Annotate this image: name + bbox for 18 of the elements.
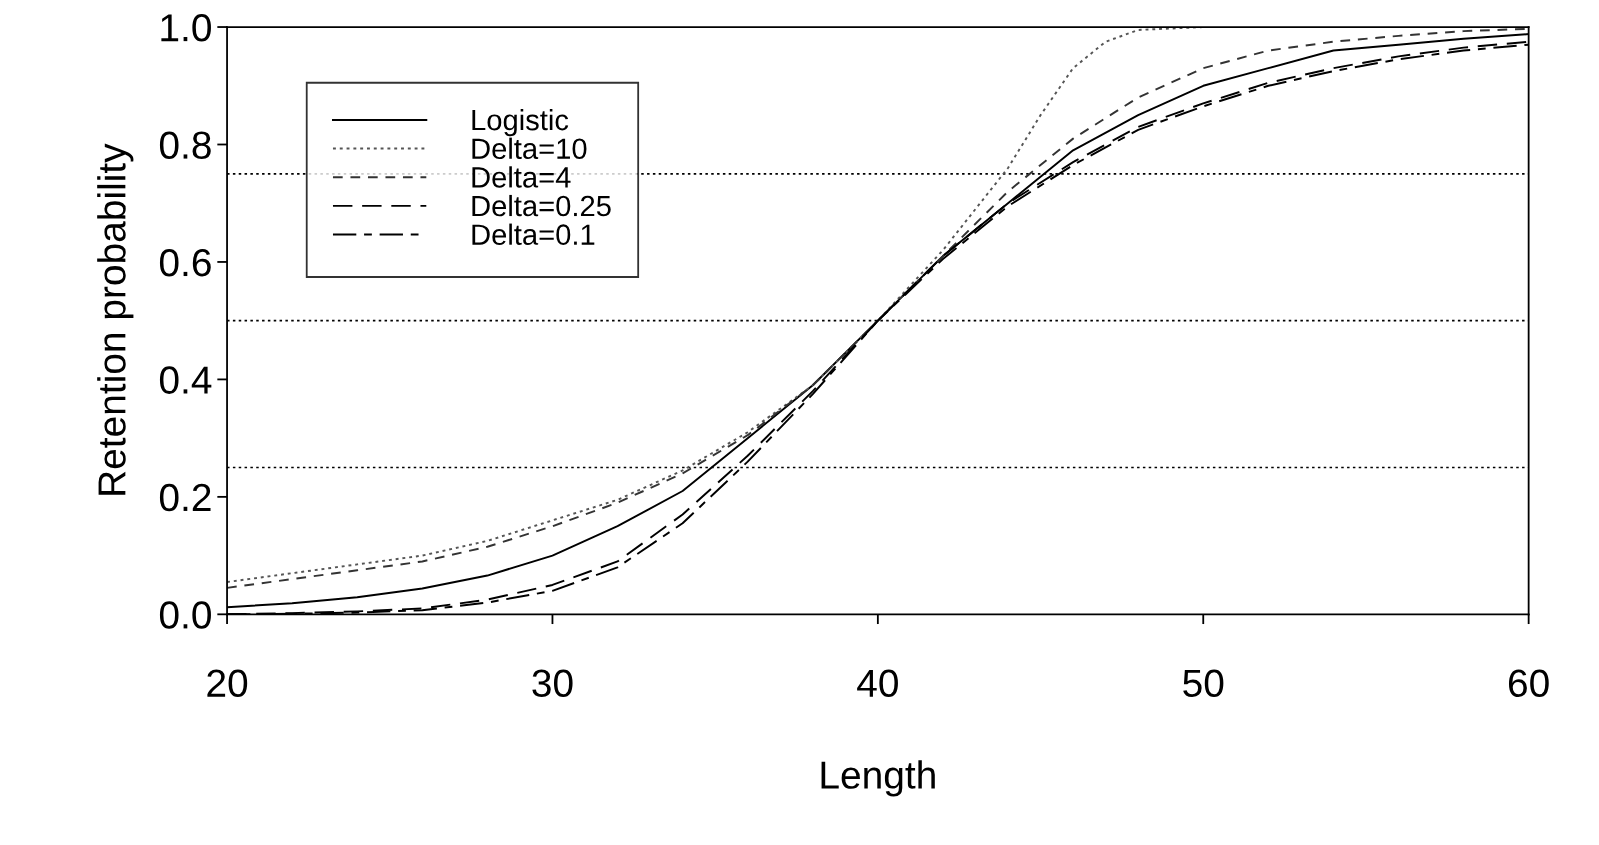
y-tick-label: 0.4 — [159, 366, 212, 394]
x-tick-label: 60 — [1508, 669, 1549, 698]
y-axis-title: Retention probability — [97, 143, 134, 495]
legend-label: Delta=10 — [472, 137, 587, 160]
legend-label: Delta=4 — [472, 166, 571, 188]
y-tick-label: 0.8 — [159, 131, 211, 159]
y-tick-label: 0.6 — [159, 248, 211, 277]
x-axis-title: Length — [821, 760, 935, 797]
y-tick-label: 0.2 — [159, 483, 211, 512]
x-tick-label: 30 — [532, 669, 573, 698]
y-tick-label: 0.0 — [159, 601, 211, 629]
legend-label: Delta=0.25 — [472, 194, 611, 217]
legend-label: Logistic — [472, 108, 569, 137]
y-tick-label: 1.0 — [161, 13, 211, 42]
x-tick-label: 50 — [1183, 669, 1224, 698]
x-tick-label: 20 — [207, 669, 248, 698]
legend-label: Delta=0.1 — [472, 223, 595, 245]
x-tick-label: 40 — [857, 669, 898, 698]
